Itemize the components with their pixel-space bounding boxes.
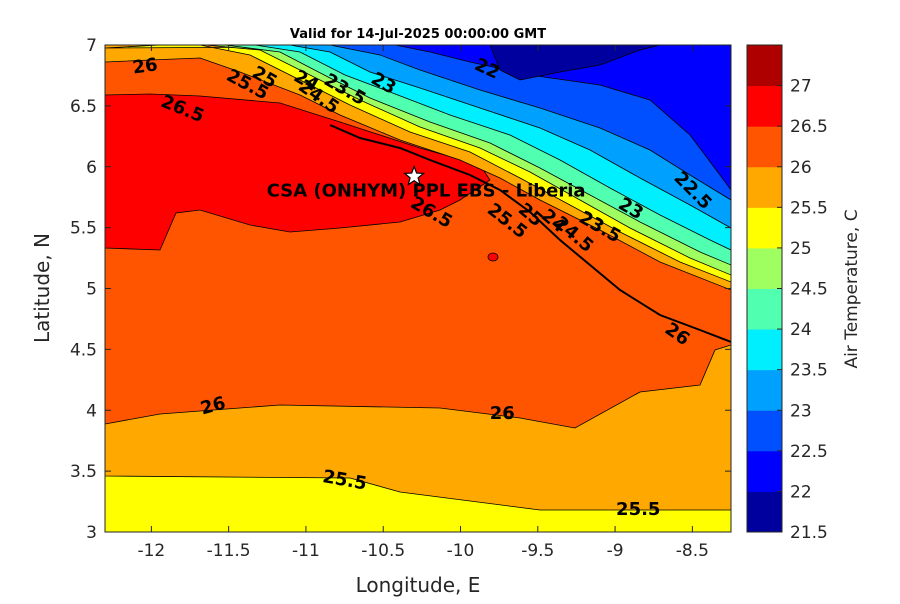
coastline (329, 124, 731, 343)
colorbar-tick-label: 24 (790, 320, 812, 340)
colorbar-tick-label: 23 (790, 401, 812, 421)
band-26-5 (105, 93, 491, 251)
colorbar-swatch (747, 369, 782, 411)
colorbar-swatch (747, 207, 782, 249)
band-21-5 (489, 45, 661, 81)
colorbar-tick-label: 21.5 (790, 523, 828, 543)
colorbar-swatch (747, 85, 782, 127)
colorbar-tick-label: 23.5 (790, 361, 828, 381)
band-22 (394, 45, 731, 191)
y-tick-label: 4.5 (70, 340, 97, 360)
star-icon (402, 164, 426, 186)
y-tick-label: 5.5 (70, 219, 97, 239)
colorbar-swatch (747, 288, 782, 330)
y-axis-ticks: 3 3.5 4 4.5 5 5.5 6 6.5 7 (70, 36, 731, 543)
colorbar-label: Air Temperature, C (842, 209, 862, 368)
site-marker: CSA (ONHYM) PPL EBS - Liberia (267, 164, 586, 201)
y-tick-label: 6 (86, 158, 97, 178)
colorbar-tick-label: 25 (790, 239, 812, 259)
figure-title: Valid for 14-Jul-2025 00:00:00 GMT (290, 27, 546, 42)
colorbar-swatch (747, 410, 782, 452)
x-tick-label: -10.5 (361, 541, 405, 561)
y-tick-label: 3.5 (70, 462, 97, 482)
y-tick-label: 3 (86, 523, 97, 543)
x-axis-ticks: -12 -11.5 -11 -10.5 -10 -9.5 -9 -8.5 (137, 45, 709, 561)
x-tick-label: -9 (607, 541, 624, 561)
contour-field (105, 45, 731, 532)
y-tick-label: 6.5 (70, 97, 97, 117)
small-blob (487, 252, 499, 262)
colorbar-tick-label: 26 (790, 158, 812, 178)
contour-label: 26 (490, 403, 515, 424)
y-tick-label: 7 (86, 36, 97, 56)
y-axis-label: Latitude, N (30, 233, 54, 343)
x-axis-label: Longitude, E (356, 573, 481, 597)
contour-label: 25.5 (616, 499, 660, 520)
x-tick-label: -10 (447, 541, 475, 561)
y-tick-label: 5 (86, 280, 97, 300)
x-tick-label: -11 (292, 541, 320, 561)
colorbar-tick-label: 22 (790, 482, 812, 502)
colorbar-tick-label: 22.5 (790, 442, 828, 462)
colorbar-swatch (747, 45, 782, 87)
contour-label: 26 (131, 54, 159, 78)
colorbar-swatch (747, 247, 782, 289)
x-tick-label: -9.5 (521, 541, 554, 561)
colorbar-tick-label: 26.5 (790, 117, 828, 137)
colorbar-swatch (747, 491, 782, 533)
colorbar-swatch (747, 329, 782, 371)
y-tick-label: 4 (86, 401, 97, 421)
x-tick-label: -8.5 (676, 541, 709, 561)
x-tick-label: -12 (137, 541, 165, 561)
colorbar-tick-label: 24.5 (790, 280, 828, 300)
colorbar-swatch (747, 450, 782, 492)
colorbar: 21.5 22 22.5 23 23.5 24 24.5 25 25.5 26 26.5 27 (746, 44, 828, 543)
colorbar-tick-label: 25.5 (790, 198, 828, 218)
site-label: CSA (ONHYM) PPL EBS - Liberia (267, 180, 586, 201)
colorbar-swatch (747, 126, 782, 168)
x-tick-label: -11.5 (207, 541, 251, 561)
colorbar-tick-label: 27 (790, 77, 812, 97)
colorbar-swatch (747, 166, 782, 208)
